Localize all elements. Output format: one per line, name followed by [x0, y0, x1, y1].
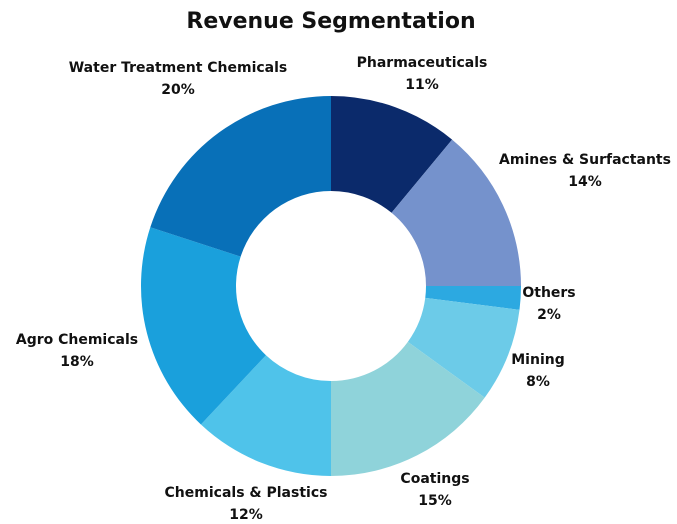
slice-value-label: 18%	[60, 354, 94, 370]
donut-slice	[425, 286, 522, 310]
slice-label: Agro Chemicals	[16, 332, 138, 348]
donut-slice	[331, 96, 453, 213]
chart-title: Revenue Segmentation	[186, 9, 475, 34]
donut-slice	[150, 96, 331, 257]
donut-slice	[407, 297, 520, 398]
slice-label: Others	[522, 285, 575, 301]
slice-value-label: 2%	[537, 307, 561, 323]
slice-value-label: 14%	[568, 174, 602, 190]
donut-slice	[331, 341, 485, 476]
donut-slice	[200, 355, 331, 476]
donut-slice	[140, 227, 266, 425]
slice-value-label: 12%	[229, 507, 263, 523]
slice-value-label: 8%	[526, 374, 550, 390]
slice-label: Coatings	[400, 471, 469, 487]
slice-label: Pharmaceuticals	[357, 55, 488, 71]
slice-value-label: 11%	[405, 77, 439, 93]
slice-value-label: 15%	[418, 493, 452, 509]
slice-label: Mining	[511, 352, 564, 368]
slice-label: Amines & Surfactants	[499, 152, 671, 168]
slice-value-label: 20%	[161, 82, 195, 98]
slice-label: Water Treatment Chemicals	[69, 60, 288, 76]
donut-slice	[391, 139, 522, 286]
slice-label: Chemicals & Plastics	[165, 485, 328, 501]
